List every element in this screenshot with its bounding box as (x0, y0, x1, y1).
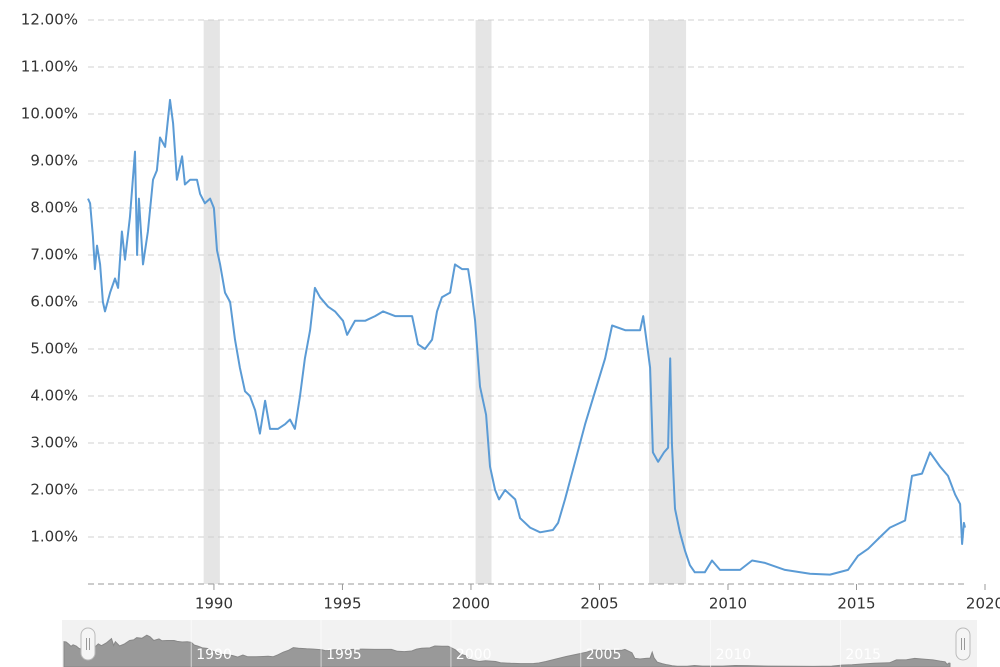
y-tick-label: 12.00% (21, 11, 78, 29)
navigator-handle[interactable] (80, 627, 96, 661)
x-tick-label: 2010 (709, 595, 747, 613)
navigator-label: 2015 (845, 647, 881, 663)
x-tick-label: 2015 (837, 595, 875, 613)
y-tick-label: 9.00% (30, 152, 78, 170)
navigator-label: 1990 (196, 647, 232, 663)
y-tick-label: 7.00% (30, 246, 78, 264)
y-tick-label: 6.00% (30, 293, 78, 311)
x-tick-label: 2000 (452, 595, 490, 613)
navigator-handle[interactable] (955, 627, 971, 661)
y-tick-label: 2.00% (30, 481, 78, 499)
navigator-label: 2010 (716, 647, 752, 663)
y-tick-label: 1.00% (30, 528, 78, 546)
navigator-label: 2005 (586, 647, 622, 663)
y-tick-label: 11.00% (21, 58, 78, 76)
x-tick-label: 2020 (966, 595, 1000, 613)
y-tick-label: 10.00% (21, 105, 78, 123)
navigator-area (63, 634, 951, 667)
x-tick-label: 1995 (323, 595, 361, 613)
data-line (87, 98, 966, 576)
y-tick-label: 3.00% (30, 434, 78, 452)
y-tick-label: 4.00% (30, 387, 78, 405)
x-tick-label: 1990 (195, 595, 233, 613)
navigator-label: 1995 (326, 647, 362, 663)
navigator[interactable]: 1990 1995 2000 2005 2010 2015 (62, 620, 977, 667)
y-tick-label: 8.00% (30, 199, 78, 217)
plot-area: 1.00% 2.00% 3.00% 4.00% 5.00% 6.00% 7.00% 8.00%… (21, 11, 1000, 613)
x-tick-label: 2005 (580, 595, 618, 613)
y-tick-label: 5.00% (30, 340, 78, 358)
navigator-label: 2000 (456, 647, 492, 663)
